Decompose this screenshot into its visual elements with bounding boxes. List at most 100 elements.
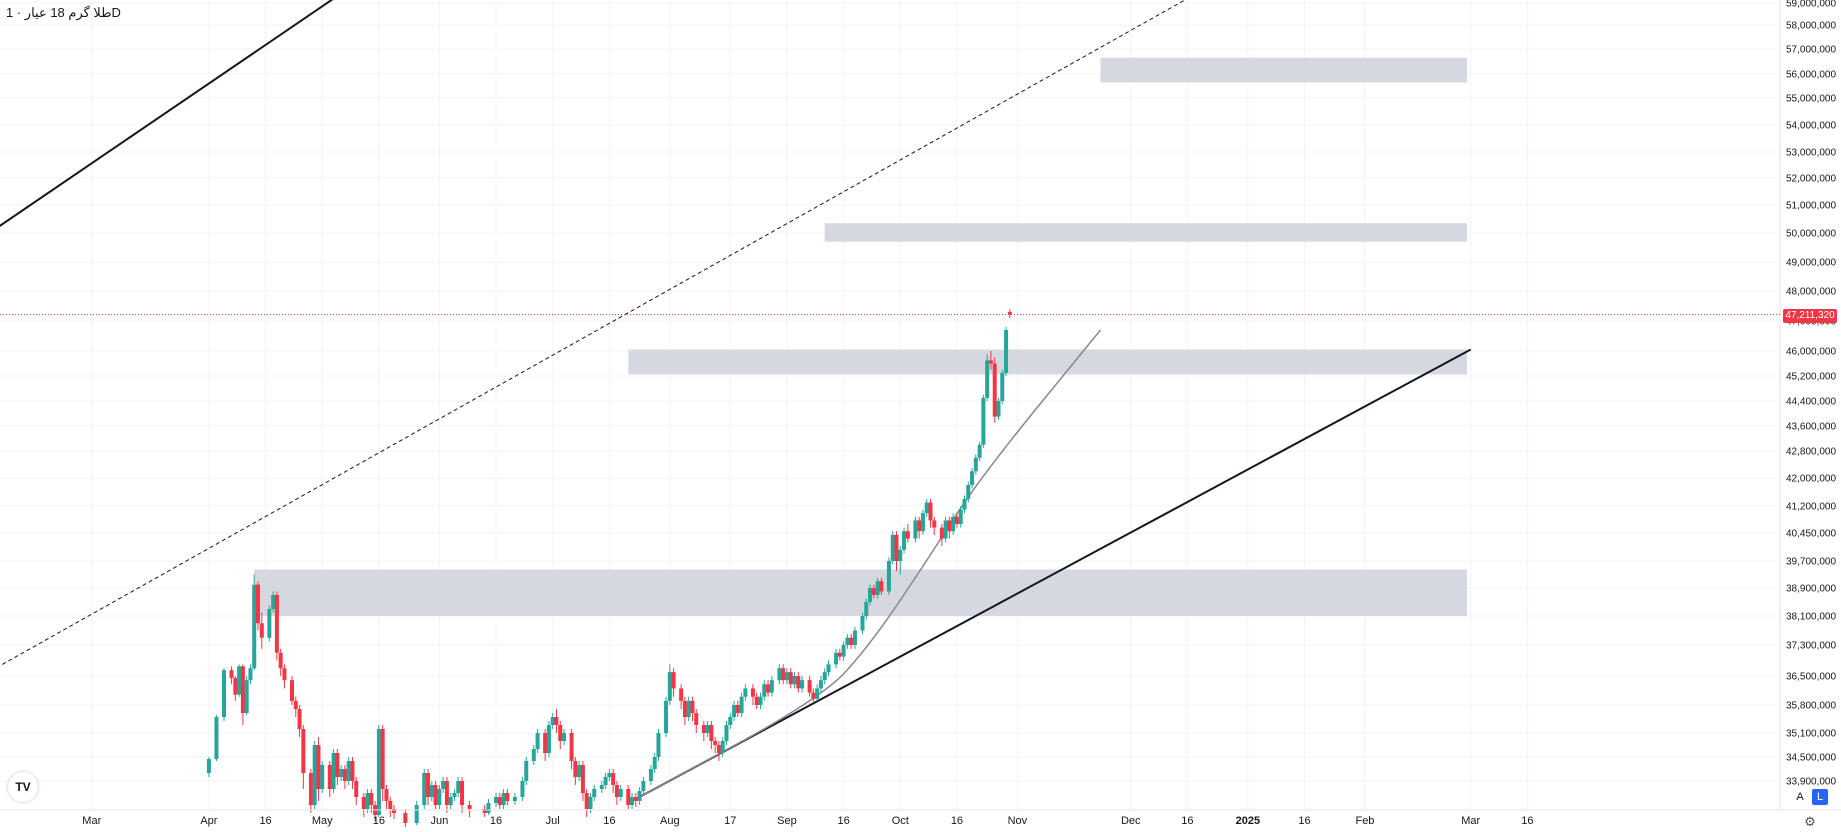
candle-body [520,781,525,797]
candle-body [852,630,857,645]
candle-body [633,797,638,801]
candle [849,634,854,649]
candle [905,524,910,543]
price-tick-label: 58,000,000 [1786,21,1836,32]
candle-body [384,789,389,801]
candle [970,467,975,489]
candle-body [667,672,672,701]
candle [637,787,642,805]
curved-trendline [631,329,1102,802]
candle-body [988,360,993,364]
trendline [0,0,334,227]
candle [815,684,820,701]
candle-body [206,759,211,773]
dashed-trendline [0,0,1186,667]
candle [562,729,567,745]
price-tick-label: 52,000,000 [1786,174,1836,185]
candle [818,676,823,693]
candle [924,499,929,517]
candle-body [248,668,253,681]
candle [520,777,525,801]
candle-body [308,773,313,805]
time-tick-label: 16 [1181,815,1193,827]
candle-body [524,761,529,781]
candle-body [709,725,714,741]
candle-body [346,761,351,781]
candle-body [301,729,306,773]
candle-body [392,809,397,813]
candle [868,584,873,606]
time-tick-label: 16 [373,815,385,827]
candle-body [569,733,574,761]
candle [845,634,850,649]
candle [497,793,502,809]
candle-body [361,797,366,809]
time-tick-label: 2025 [1236,815,1260,827]
candle [550,713,555,729]
candle-body [637,791,642,801]
candle-body [618,789,623,797]
candle [735,700,740,717]
candle [267,605,272,642]
price-tick-label: 55,000,000 [1786,94,1836,105]
candle-body [818,680,823,689]
candle [826,660,831,676]
candle-body [868,588,873,602]
candle [834,648,839,669]
log-scale-button[interactable]: L [1812,789,1828,805]
candle [750,684,755,705]
auto-scale-button[interactable]: A [1792,789,1808,805]
candle [958,506,963,528]
candle [679,684,684,709]
candle [422,769,427,809]
candle [992,357,997,423]
candle-body [494,797,499,803]
candle [694,709,699,733]
candle [437,785,442,809]
candle-body [422,773,427,805]
candle-body [599,785,604,789]
candle [384,785,389,809]
price-tick-label: 54,000,000 [1786,121,1836,132]
price-tick-label: 43,600,000 [1786,422,1836,433]
candle [501,789,506,809]
price-tick-label: 56,000,000 [1786,70,1836,81]
candle [988,351,993,370]
candle [573,757,578,785]
time-tick-label: 16 [951,815,963,827]
candle [913,516,918,543]
candle-body [603,777,608,785]
candle [577,761,582,781]
candle-body [512,797,517,801]
candle [720,737,725,757]
candle-body [894,534,899,561]
candle [290,676,295,705]
candle [962,495,967,514]
candle [852,626,857,649]
candle [331,749,336,793]
time-tick-label: Nov [1008,815,1028,827]
candle [920,509,925,535]
candle [361,793,366,817]
tradingview-logo-icon[interactable]: TV [8,772,38,802]
candle [335,749,340,785]
candle [667,664,672,705]
candle-body [256,584,261,624]
candle-body [951,516,956,532]
gear-icon[interactable]: ⚙ [1804,814,1816,829]
candle-body [860,616,865,631]
candle [376,725,381,817]
candle-body [784,672,789,681]
candle [426,769,431,805]
candle [512,793,517,805]
candle-body [482,809,487,813]
candle [433,781,438,809]
candle [240,664,245,725]
candle-body [845,637,850,645]
candle [350,757,355,789]
candle-body [664,700,669,733]
candle [928,499,933,528]
candle-body [535,733,540,749]
candle [554,709,559,733]
